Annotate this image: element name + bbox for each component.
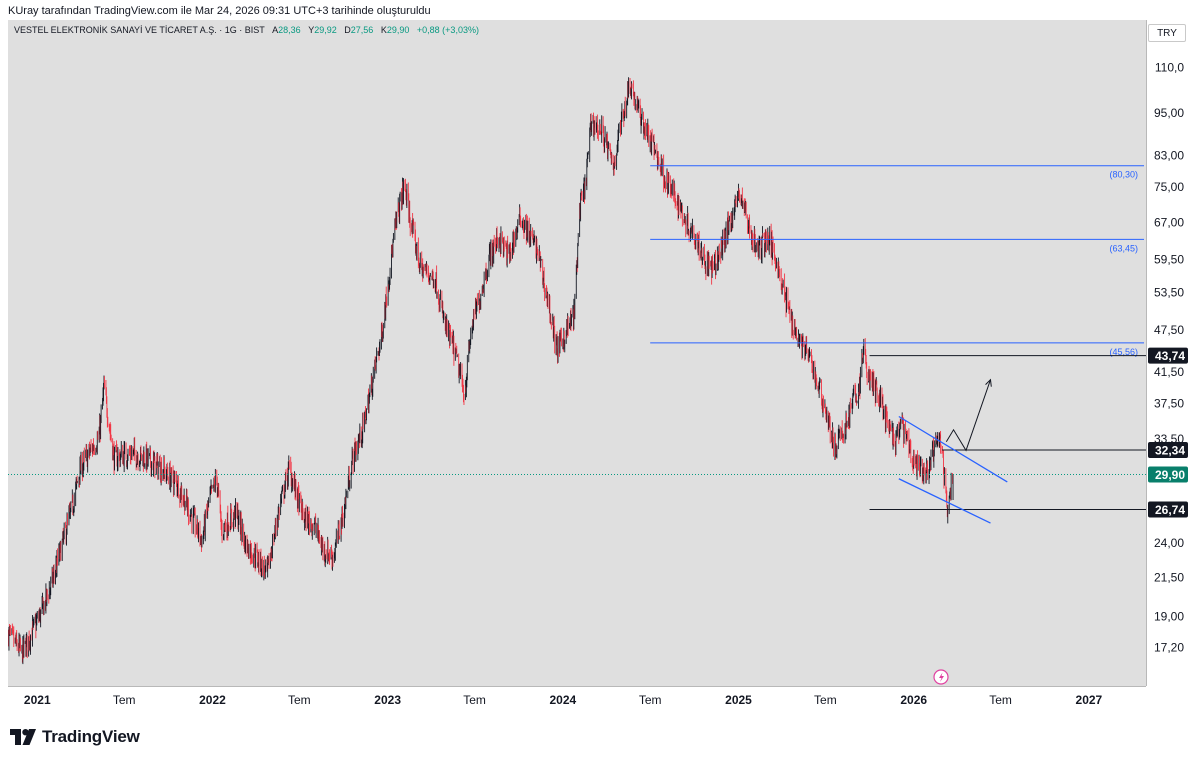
x-tick-label: 2024: [549, 693, 576, 707]
fib-level-label: (63,45): [1109, 243, 1138, 253]
fib-level-label: (80,30): [1109, 170, 1138, 180]
projection-path[interactable]: [945, 379, 991, 452]
tradingview-logo[interactable]: TradingView: [10, 727, 140, 747]
price-label: 29,90: [1155, 468, 1185, 482]
y-tick-label: 83,00: [1154, 148, 1184, 162]
plot-area[interactable]: [8, 20, 1146, 686]
ohlc-open: A28,36: [272, 25, 301, 35]
channel-lower-line[interactable]: [898, 478, 991, 524]
ohlc-close: K29,90: [380, 25, 410, 35]
x-tick-label: Tem: [288, 693, 311, 707]
y-tick-label: 41,50: [1154, 365, 1184, 379]
y-tick-label: 110,0: [1155, 60, 1184, 74]
y-tick-label: 95,00: [1154, 106, 1184, 120]
x-tick-label: 2025: [725, 693, 752, 707]
x-tick-label: Tem: [814, 693, 837, 707]
symbol-name: VESTEL ELEKTRONİK SANAYİ VE TİCARET A.Ş.…: [14, 25, 265, 35]
candles: [8, 77, 954, 665]
x-tick-label: 2021: [24, 693, 51, 707]
y-tick-label: 24,00: [1154, 536, 1184, 550]
ohlc-low: D27,56: [344, 25, 374, 35]
x-tick-label: Tem: [639, 693, 662, 707]
projection-arrowhead: [985, 378, 992, 387]
x-tick-label: 2026: [900, 693, 927, 707]
symbol-legend: VESTEL ELEKTRONİK SANAYİ VE TİCARET A.Ş.…: [14, 25, 479, 35]
price-label: 26,74: [1155, 503, 1185, 517]
x-tick-label: Tem: [113, 693, 136, 707]
channel-upper-line[interactable]: [898, 415, 1008, 483]
x-tick-label: 2027: [1076, 693, 1103, 707]
tradingview-logo-text: TradingView: [42, 727, 140, 746]
y-tick-label: 75,00: [1154, 180, 1184, 194]
ohlc-change: +0,88 (+3,03%): [416, 25, 479, 35]
tradingview-logo-icon: [10, 729, 36, 745]
price-label-box: [1148, 466, 1188, 483]
y-tick-label: 37,50: [1154, 397, 1184, 411]
x-tick-label: Tem: [989, 693, 1012, 707]
y-tick-label: 47,50: [1154, 323, 1184, 337]
ohlc-high: Y29,92: [308, 25, 337, 35]
currency-button[interactable]: TRY: [1148, 24, 1186, 42]
price-label-box: [1148, 442, 1188, 459]
y-tick-label: 53,50: [1154, 286, 1184, 300]
price-label-box: [1148, 347, 1188, 364]
time-axis[interactable]: [8, 686, 1146, 715]
x-tick-label: Tem: [463, 693, 486, 707]
price-label: 32,34: [1155, 444, 1185, 458]
price-label-box: [1148, 501, 1188, 518]
creation-note: KUray tarafından TradingView.com ile Mar…: [8, 5, 431, 17]
price-label: 43,74: [1155, 349, 1185, 363]
y-tick-label: 67,00: [1154, 215, 1184, 229]
fib-level-label: (45,56): [1109, 347, 1138, 357]
y-tick-label: 19,00: [1154, 609, 1184, 623]
x-tick-label: 2023: [374, 693, 401, 707]
x-tick-label: 2022: [199, 693, 226, 707]
y-tick-label: 59,50: [1154, 252, 1184, 266]
y-tick-label: 21,50: [1154, 571, 1184, 585]
y-tick-label: 17,20: [1154, 640, 1184, 654]
lightning-icon: [939, 672, 944, 682]
